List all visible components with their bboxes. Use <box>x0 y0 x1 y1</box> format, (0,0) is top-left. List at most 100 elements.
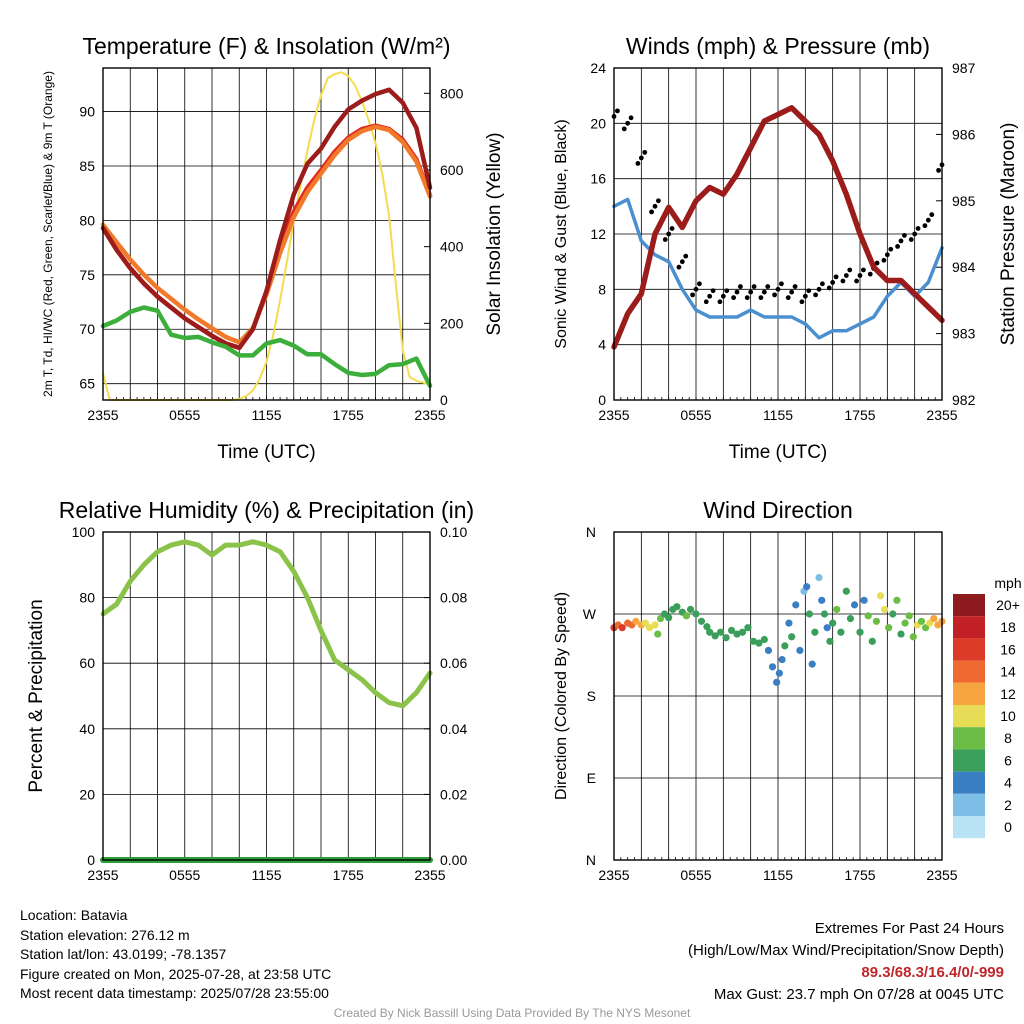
direction-point <box>889 610 897 618</box>
series-line-td <box>100 305 433 389</box>
direction-point <box>645 624 654 632</box>
y-axis-label: Direction (Colored By Speed) <box>553 592 570 800</box>
colorbar-swatch <box>953 793 985 816</box>
direction-point <box>864 612 872 620</box>
direction-point <box>738 628 747 636</box>
gust-point <box>690 292 695 298</box>
y-tick-label: 70 <box>79 321 95 337</box>
colorbar-swatch <box>953 705 985 728</box>
gust-point <box>902 232 907 238</box>
gust-point <box>779 281 784 287</box>
direction-point <box>760 635 768 644</box>
direction-point <box>717 628 725 636</box>
y-tick-label: 60 <box>79 655 95 671</box>
gust-point <box>758 295 764 301</box>
station-info: Location: Batavia Station elevation: 276… <box>20 906 331 1004</box>
chart-panel-3: 2355 0555 1155 1755 2355 Relative Humidity (%… <box>26 497 474 883</box>
y-tick-label: 16 <box>590 171 606 187</box>
colorbar-label: 16 <box>1000 641 1016 657</box>
gust-point <box>724 288 730 294</box>
chart-panel-2: 2355 0555 1155 1755 2355 Winds (mph) & Pressu… <box>553 33 1019 463</box>
x-axis-label: Time (UTC) <box>729 442 828 463</box>
direction-point <box>697 617 706 625</box>
direction-point <box>651 621 659 629</box>
colorbar-label: 18 <box>1000 619 1016 635</box>
direction-point <box>686 605 695 614</box>
gust-point <box>881 257 887 263</box>
y2-tick-label: 987 <box>952 60 976 76</box>
direction-point <box>881 605 889 614</box>
gust-point <box>656 198 661 204</box>
series-line-sonic-wind <box>612 197 944 340</box>
gust-point <box>925 217 931 223</box>
direction-point <box>682 612 691 620</box>
direction-point <box>744 624 752 632</box>
x-tick-label: 1155 <box>763 867 793 883</box>
direction-point <box>703 623 711 631</box>
y-tick-label: 85 <box>79 158 95 174</box>
y-tick-label: 65 <box>79 376 95 392</box>
y2-tick-label: 0.06 <box>440 655 467 671</box>
colorbar-label: 6 <box>1004 752 1012 768</box>
x-tick-label: 1155 <box>251 867 281 883</box>
x-tick-label: 1755 <box>333 407 364 423</box>
direction-point <box>788 633 796 641</box>
gust-point <box>697 281 702 287</box>
y-tick-label: N <box>586 524 596 540</box>
gust-point <box>662 237 668 242</box>
gust-point <box>683 253 689 259</box>
direction-point <box>764 646 773 655</box>
direction-point <box>901 619 909 627</box>
gust-point <box>621 126 627 132</box>
colorbar-swatch <box>953 594 985 617</box>
gust-point <box>802 293 808 299</box>
x-tick-label: 1155 <box>251 407 281 423</box>
series-line-station-pressure <box>611 105 945 350</box>
plot-border <box>613 67 943 401</box>
gust-point <box>861 267 866 273</box>
direction-point <box>868 637 876 645</box>
x-tick-label: 2355 <box>926 867 957 883</box>
y-tick-label: 75 <box>79 267 95 283</box>
y2-tick-label: 0.00 <box>440 852 467 868</box>
gust-point <box>748 289 754 295</box>
y-tick-label: N <box>586 852 596 868</box>
direction-point <box>665 614 673 622</box>
direction-point <box>792 601 800 609</box>
y-axis-label: 2m T, Td, HI/WC (Red, Green, Scarlet/Blu… <box>41 71 55 397</box>
gust-point <box>874 260 880 266</box>
y2-tick-label: 600 <box>440 162 464 178</box>
colorbar-label: 10 <box>1000 708 1016 724</box>
colorbar-label: 0 <box>1004 819 1012 835</box>
colorbar-label: 2 <box>1004 797 1012 813</box>
gust-point <box>854 278 859 284</box>
gust-point <box>707 293 713 299</box>
gust-point <box>789 289 795 295</box>
gust-point <box>669 226 675 231</box>
y-tick-label: 80 <box>79 590 95 606</box>
y-tick-label: 0 <box>87 852 95 868</box>
direction-point <box>815 573 823 582</box>
x-tick-label: 1755 <box>333 867 364 883</box>
x-tick-label: 2355 <box>926 407 957 423</box>
gust-point <box>888 246 894 252</box>
direction-point <box>722 634 730 642</box>
gust-point <box>847 267 853 273</box>
direction-point <box>829 619 837 627</box>
colorbar-label: 14 <box>1000 664 1016 680</box>
x-tick-label: 2355 <box>87 867 118 883</box>
direction-point <box>803 583 811 591</box>
direction-point <box>917 617 926 625</box>
y2-tick-label: 985 <box>952 193 976 209</box>
plot-border <box>102 531 431 861</box>
direction-point <box>785 619 793 627</box>
chart-title: Temperature (F) & Insolation (W/m²) <box>82 33 450 59</box>
gust-point <box>915 226 921 231</box>
gust-point <box>720 293 726 299</box>
direction-point <box>773 678 781 686</box>
gust-point <box>785 295 791 301</box>
colorbar-label: 4 <box>1004 775 1012 791</box>
colorbar-swatch <box>953 771 985 794</box>
x-tick-label: 1755 <box>844 867 875 883</box>
